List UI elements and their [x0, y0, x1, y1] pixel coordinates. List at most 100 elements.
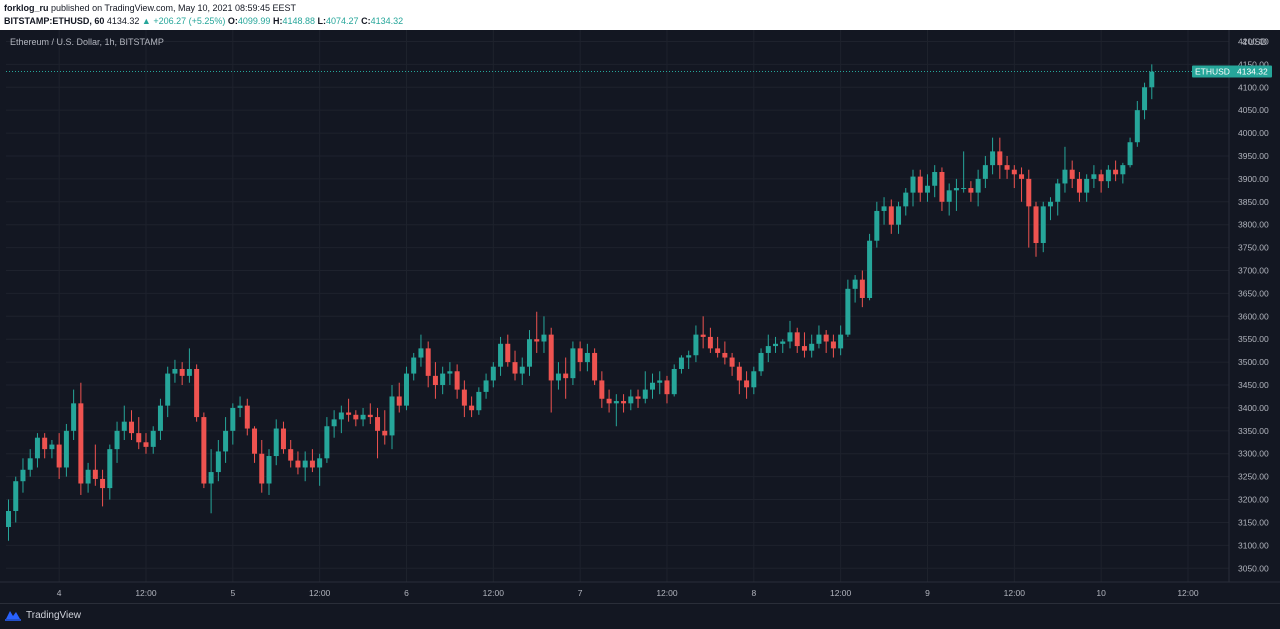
candle-body — [1069, 169, 1075, 179]
candle-body — [425, 348, 431, 376]
candle — [201, 412, 207, 489]
candle — [599, 371, 605, 408]
candle — [490, 362, 496, 388]
chart-area[interactable]: 3050.00 3100.00 3150.00 3200.00 3250.00 3300.… — [0, 30, 1280, 603]
candle — [968, 181, 974, 202]
author-name[interactable]: forklog_ru — [4, 3, 49, 13]
candle — [418, 334, 424, 367]
candle — [975, 169, 981, 207]
candle-body — [794, 332, 800, 347]
candle-body — [136, 433, 142, 443]
candle — [505, 334, 511, 367]
candle-body — [382, 430, 388, 436]
candle — [20, 458, 26, 493]
candle — [367, 403, 373, 424]
candle — [628, 389, 634, 411]
candle — [859, 270, 865, 308]
candle — [787, 320, 793, 349]
candle-body — [107, 449, 113, 489]
candle — [693, 325, 699, 363]
y-tick-label: 3700.00 — [1238, 265, 1269, 275]
candle — [353, 410, 359, 427]
candle-body — [758, 352, 764, 372]
candle-body — [338, 412, 344, 420]
candle-body — [280, 428, 286, 450]
candle — [396, 382, 402, 413]
candle — [686, 350, 692, 369]
candle — [512, 350, 518, 381]
candle — [483, 373, 489, 399]
candle — [309, 449, 315, 473]
candle-body — [526, 339, 532, 367]
candle-body — [346, 412, 352, 415]
candle — [961, 151, 967, 193]
candle — [346, 398, 352, 422]
candle — [469, 396, 475, 418]
candle — [1076, 172, 1082, 202]
candle-body — [302, 460, 308, 468]
candle — [881, 197, 887, 225]
y-tick-label: 4150.00 — [1238, 59, 1269, 69]
y-tick-label: 3950.00 — [1238, 151, 1269, 161]
candle-body — [244, 405, 250, 429]
candle — [1120, 162, 1126, 184]
candle-body — [34, 437, 40, 459]
x-tick-label: 9 — [925, 588, 930, 598]
candle-body — [845, 288, 851, 335]
candle-body — [432, 375, 438, 386]
candle — [331, 410, 337, 438]
y-tick-label: 3450.00 — [1238, 380, 1269, 390]
candle-body — [678, 357, 684, 369]
candle-body — [56, 444, 62, 468]
price-label-symbol: ETHUSD — [1195, 67, 1230, 77]
y-tick-label: 3200.00 — [1238, 495, 1269, 505]
candle — [34, 433, 40, 468]
x-tick-label: 12:00 — [1177, 588, 1199, 598]
candle — [555, 362, 561, 390]
candle-body — [874, 210, 880, 241]
candle-body — [317, 458, 323, 468]
candle-body — [100, 478, 106, 489]
candle-body — [990, 151, 996, 166]
candle-body — [809, 343, 815, 351]
candle-body — [592, 352, 598, 381]
candle-body — [215, 451, 221, 473]
candle — [888, 199, 894, 234]
candle — [534, 311, 540, 353]
candle-body — [982, 165, 988, 179]
candle — [230, 403, 236, 445]
candle — [642, 371, 648, 404]
candle — [1098, 169, 1104, 193]
candle — [707, 327, 713, 353]
candlestick-chart[interactable]: 3050.00 3100.00 3150.00 3200.00 3250.00 3300.… — [0, 30, 1280, 603]
candle-body — [223, 430, 229, 452]
candle — [1062, 146, 1068, 193]
candle — [744, 371, 750, 399]
candle — [932, 165, 938, 198]
tradingview-logo[interactable]: TradingView — [4, 608, 81, 622]
candle — [302, 451, 308, 482]
candle-body — [903, 192, 909, 207]
candle — [541, 316, 547, 353]
time-axis[interactable]: 4 12:00 5 12:00 6 12:00 7 12:00 8 12:00 9 12:00 10 12… — [0, 581, 1280, 598]
candle — [953, 178, 959, 211]
candle-body — [1076, 178, 1082, 193]
candle — [823, 330, 829, 353]
candle — [100, 469, 106, 507]
candle — [990, 137, 996, 175]
candle-body — [642, 389, 648, 399]
candle-body — [49, 444, 55, 450]
candle — [273, 419, 279, 466]
candle — [165, 366, 171, 418]
candle — [845, 279, 851, 337]
candle-body — [411, 357, 417, 374]
x-tick-label: 7 — [578, 588, 583, 598]
axis-currency[interactable]: USD — [1248, 37, 1268, 47]
candle — [56, 433, 62, 479]
candle-body — [266, 456, 272, 484]
candle-body — [403, 373, 409, 406]
candle-body — [252, 428, 258, 454]
candle — [592, 348, 598, 386]
candle-body — [78, 403, 84, 484]
price-axis[interactable]: 3050.00 3100.00 3150.00 3200.00 3250.00 3300.… — [1228, 30, 1269, 582]
